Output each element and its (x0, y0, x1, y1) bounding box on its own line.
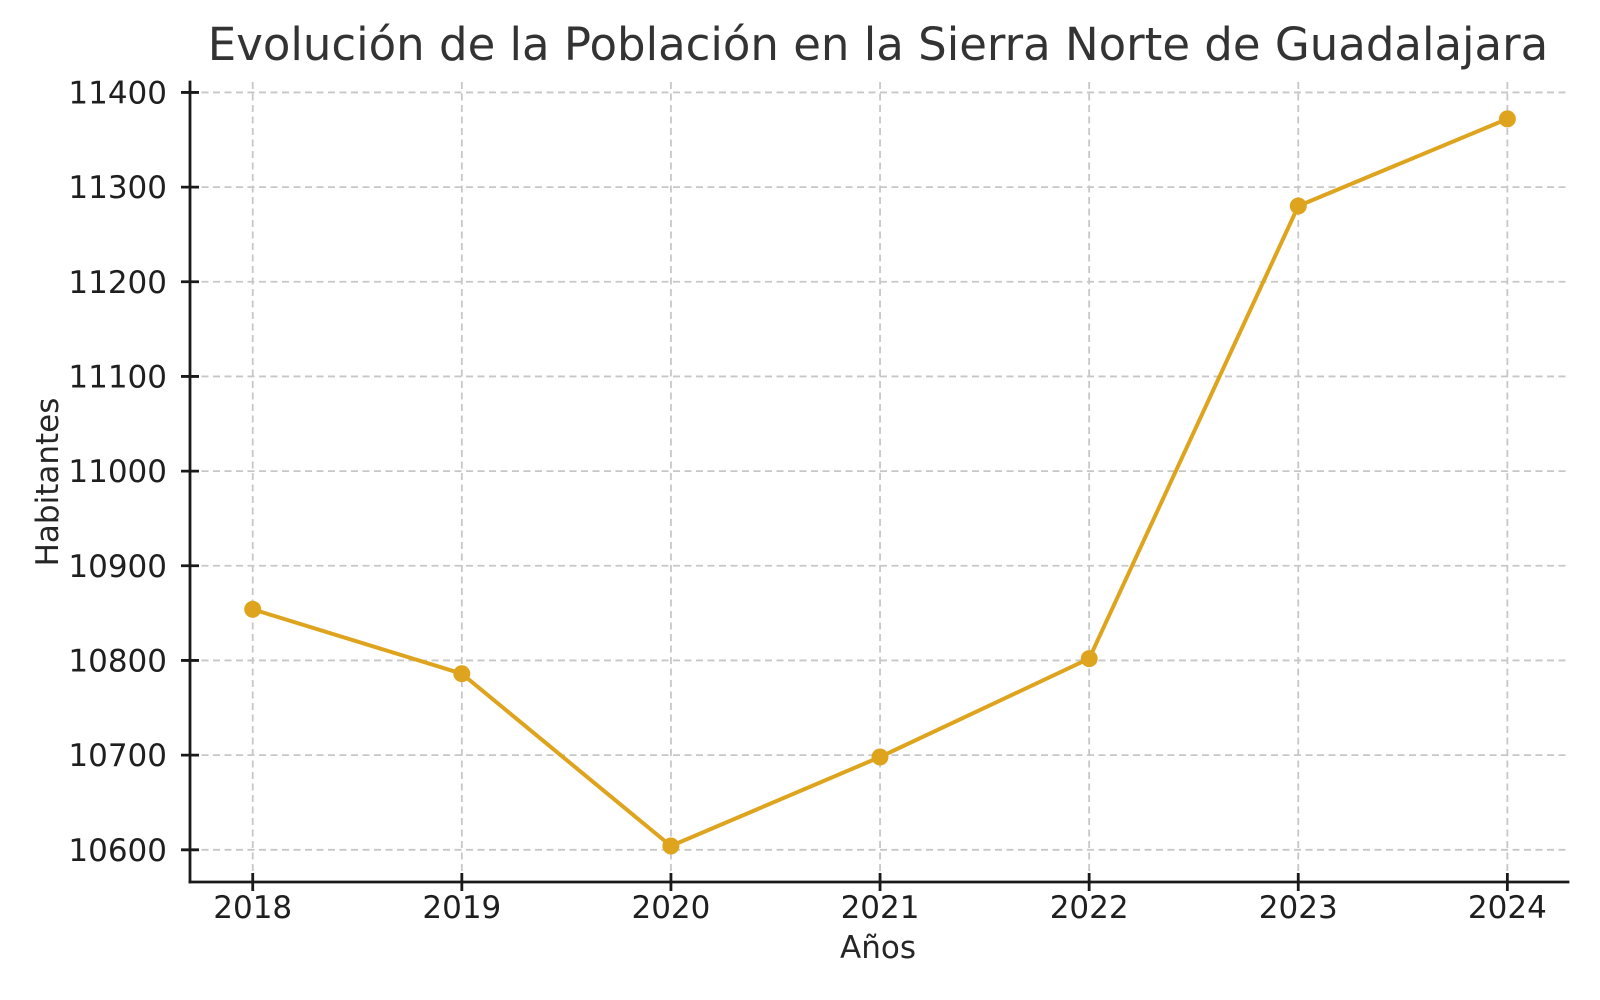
x-tick-label: 2019 (422, 890, 501, 926)
y-tick-label: 11300 (68, 170, 167, 206)
x-tick-label: 2024 (1468, 890, 1547, 926)
x-tick-label: 2022 (1050, 890, 1129, 926)
y-tick-label: 11100 (68, 359, 167, 395)
chart-title: Evolución de la Población en la Sierra N… (208, 18, 1548, 71)
data-point-marker (244, 600, 262, 618)
data-point-marker (662, 837, 680, 855)
y-tick-label: 11000 (68, 454, 167, 490)
data-point-marker (453, 665, 471, 683)
gridlines (190, 82, 1568, 882)
y-tick-label: 11200 (68, 265, 167, 301)
y-tick-label: 10800 (68, 643, 167, 679)
data-point-marker (1289, 197, 1307, 215)
y-tick-label: 11400 (68, 75, 167, 111)
x-tick-label: 2021 (841, 890, 920, 926)
y-tick-label: 10700 (68, 738, 167, 774)
data-point-marker (1498, 110, 1516, 128)
data-series (244, 110, 1516, 855)
y-tick-label: 10900 (68, 549, 167, 585)
data-point-marker (871, 748, 889, 766)
data-point-marker (1080, 650, 1098, 668)
axes (181, 80, 1570, 891)
x-tick-label: 2018 (213, 890, 292, 926)
y-tick-label: 10600 (68, 833, 167, 869)
x-axis-label: Años (840, 930, 916, 966)
tick-labels: 10600 10700 10800 10900 11000 11100 11200 11300… (68, 75, 1546, 926)
x-tick-label: 2023 (1259, 890, 1338, 926)
x-tick-label: 2020 (631, 890, 710, 926)
y-axis-label: Habitantes (30, 398, 66, 567)
